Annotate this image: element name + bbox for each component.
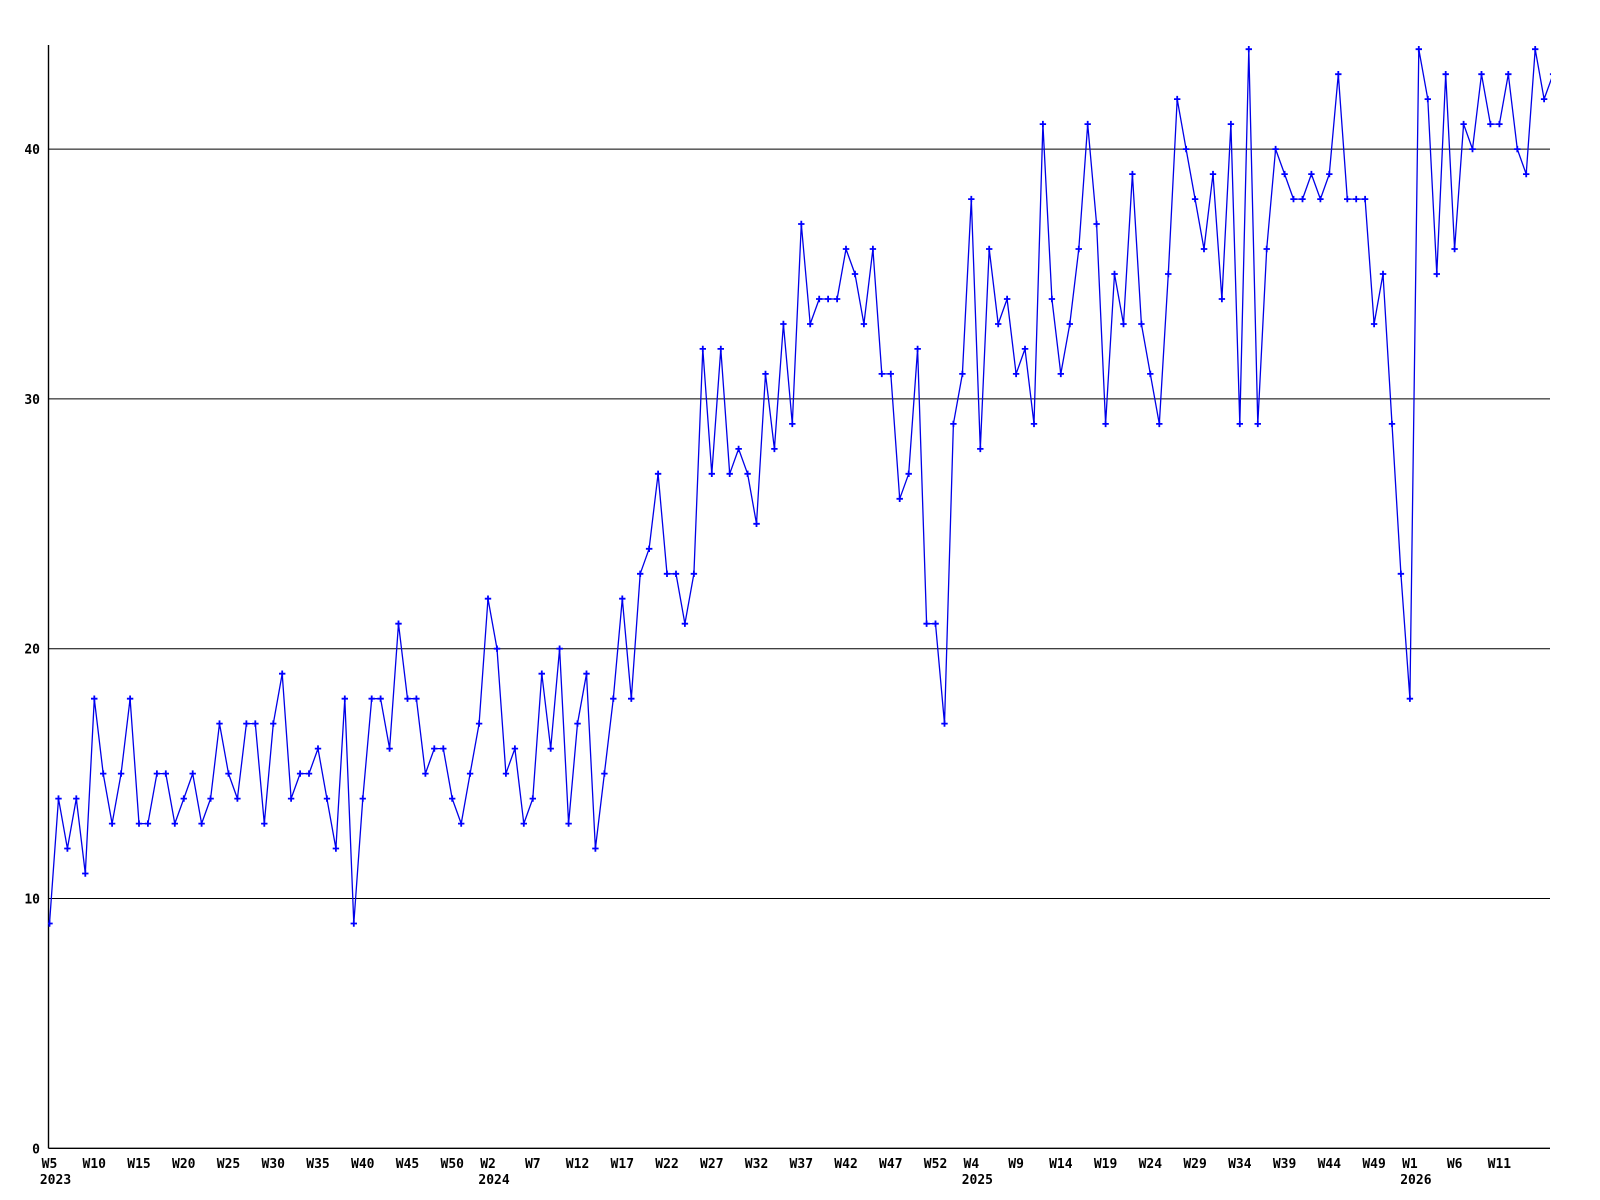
x-tick-label-W4: W4 (964, 1157, 980, 1172)
x-tick-label-W10: W10 (83, 1157, 107, 1172)
x-tick-label-W12: W12 (566, 1157, 589, 1172)
gridlines (48, 148, 1550, 899)
x-tick-label-W2: W2 (480, 1157, 496, 1172)
axes (47, 45, 1550, 1150)
y-tick-label-20: 20 (24, 643, 40, 658)
x-tick-label-W5: W5 (42, 1157, 58, 1172)
y-tick-label-0: 0 (32, 1142, 40, 1157)
x-tick-label-W42: W42 (834, 1157, 857, 1172)
x-tick-label-W37: W37 (790, 1157, 813, 1172)
x-tick-label-W44: W44 (1318, 1157, 1342, 1172)
x-tick-label-W22: W22 (655, 1157, 678, 1172)
x-tick-label-W25: W25 (217, 1157, 240, 1172)
x-tick-label-W47: W47 (879, 1157, 902, 1172)
x-tick-label-W50: W50 (441, 1157, 465, 1172)
x-tick-label-W35: W35 (306, 1157, 329, 1172)
y-tick-label-30: 30 (24, 393, 40, 408)
data-series (48, 46, 1551, 927)
x-tick-label-W24: W24 (1139, 1157, 1163, 1172)
year-label-2025: 2025 (962, 1173, 993, 1188)
x-tick-label-W29: W29 (1183, 1157, 1206, 1172)
x-tick-label-W17: W17 (611, 1157, 634, 1172)
x-tick-label-W45: W45 (396, 1157, 419, 1172)
x-tick-label-W1: W1 (1402, 1157, 1418, 1172)
x-tick-label-W14: W14 (1049, 1157, 1073, 1172)
x-tick-label-W52: W52 (924, 1157, 947, 1172)
x-axis-tick-labels: W5 W10 W15 W20 W25 W30 W35 W40 W45 W50 W2 W7 W12 W17 W… (42, 1157, 1512, 1172)
x-tick-label-W19: W19 (1094, 1157, 1117, 1172)
x-tick-label-W15: W15 (127, 1157, 150, 1172)
y-tick-label-40: 40 (24, 143, 40, 158)
y-tick-label-10: 10 (24, 893, 40, 908)
year-label-2026: 2026 (1400, 1173, 1431, 1188)
x-tick-label-W40: W40 (351, 1157, 375, 1172)
x-tick-label-W34: W34 (1228, 1157, 1252, 1172)
x-tick-label-W39: W39 (1273, 1157, 1296, 1172)
x-tick-label-W7: W7 (525, 1157, 541, 1172)
x-tick-label-W9: W9 (1008, 1157, 1024, 1172)
x-tick-label-W6: W6 (1447, 1157, 1463, 1172)
x-tick-label-W32: W32 (745, 1157, 768, 1172)
x-tick-label-W30: W30 (262, 1157, 286, 1172)
year-label-2024: 2024 (478, 1173, 509, 1188)
x-axis-year-labels: 2023 2024 2025 2026 (40, 1173, 1432, 1188)
x-tick-label-W27: W27 (700, 1157, 723, 1172)
series-markers (48, 46, 1551, 927)
year-label-2023: 2023 (40, 1173, 71, 1188)
x-tick-label-W49: W49 (1362, 1157, 1385, 1172)
y-axis-tick-labels: 0 10 20 30 40 (24, 143, 40, 1157)
x-tick-label-W20: W20 (172, 1157, 196, 1172)
x-tick-label-W11: W11 (1488, 1157, 1512, 1172)
series-line (48, 48, 1551, 925)
